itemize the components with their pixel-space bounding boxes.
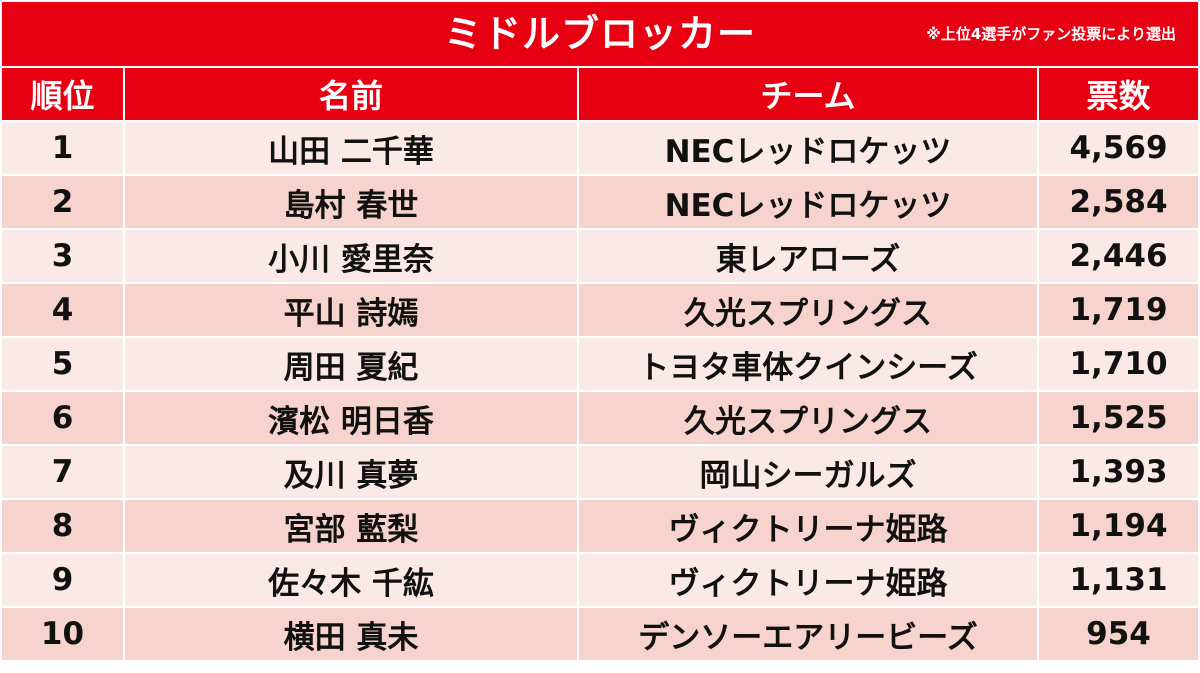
table-row: 6 濱松 明日香 久光スプリングス 1,525 bbox=[2, 391, 1198, 446]
rank-cell: 7 bbox=[2, 445, 125, 500]
header-rank: 順位 bbox=[2, 68, 125, 122]
table-row: 2 島村 春世 NECレッドロケッツ 2,584 bbox=[2, 175, 1198, 230]
team-cell: NECレッドロケッツ bbox=[578, 121, 1039, 176]
player-name-cell: 及川 真夢 bbox=[124, 445, 579, 500]
table-row: 10 横田 真未 デンソーエアリービーズ 954 bbox=[2, 607, 1198, 662]
table-row: 5 周田 夏紀 トヨタ車体クインシーズ 1,710 bbox=[2, 337, 1198, 392]
team-cell: デンソーエアリービーズ bbox=[578, 607, 1039, 662]
votes-cell: 1,393 bbox=[1038, 445, 1198, 500]
player-name-cell: 横田 真未 bbox=[124, 607, 579, 662]
votes-cell: 1,131 bbox=[1038, 553, 1198, 608]
player-name-cell: 小川 愛里奈 bbox=[124, 229, 579, 284]
player-name-cell: 島村 春世 bbox=[124, 175, 579, 230]
team-cell: 岡山シーガルズ bbox=[578, 445, 1039, 500]
team-cell: トヨタ車体クインシーズ bbox=[578, 337, 1039, 392]
player-name-cell: 平山 詩嫣 bbox=[124, 283, 579, 338]
rank-cell: 3 bbox=[2, 229, 125, 284]
ranking-table: 順位 名前 チーム 票数 1 山田 二千華 NECレッドロケッツ 4,569 2… bbox=[2, 68, 1198, 662]
ranking-board: ミドルブロッカー ※上位4選手がファン投票により選出 順位 名前 チーム 票数 … bbox=[2, 2, 1198, 662]
player-name-cell: 佐々木 千紘 bbox=[124, 553, 579, 608]
header-votes: 票数 bbox=[1038, 68, 1198, 122]
rank-cell: 4 bbox=[2, 283, 125, 338]
header-team: チーム bbox=[578, 68, 1039, 122]
rank-cell: 5 bbox=[2, 337, 125, 392]
table-row: 7 及川 真夢 岡山シーガルズ 1,393 bbox=[2, 445, 1198, 500]
player-name-cell: 宮部 藍梨 bbox=[124, 499, 579, 554]
player-name-cell: 山田 二千華 bbox=[124, 121, 579, 176]
page-title: ミドルブロッカー bbox=[443, 12, 756, 56]
table-row: 9 佐々木 千紘 ヴィクトリーナ姫路 1,131 bbox=[2, 553, 1198, 608]
votes-cell: 4,569 bbox=[1038, 121, 1198, 176]
votes-cell: 1,525 bbox=[1038, 391, 1198, 446]
votes-cell: 954 bbox=[1038, 607, 1198, 662]
votes-cell: 1,719 bbox=[1038, 283, 1198, 338]
votes-cell: 2,584 bbox=[1038, 175, 1198, 230]
header-row: 順位 名前 チーム 票数 bbox=[2, 68, 1198, 122]
rank-cell: 6 bbox=[2, 391, 125, 446]
table-body: 1 山田 二千華 NECレッドロケッツ 4,569 2 島村 春世 NECレッド… bbox=[2, 121, 1198, 662]
rank-cell: 9 bbox=[2, 553, 125, 608]
player-name-cell: 周田 夏紀 bbox=[124, 337, 579, 392]
team-cell: ヴィクトリーナ姫路 bbox=[578, 499, 1039, 554]
rank-cell: 8 bbox=[2, 499, 125, 554]
team-cell: NECレッドロケッツ bbox=[578, 175, 1039, 230]
team-cell: 東レアローズ bbox=[578, 229, 1039, 284]
votes-cell: 2,446 bbox=[1038, 229, 1198, 284]
selection-note: ※上位4選手がファン投票により選出 bbox=[926, 25, 1176, 43]
player-name-cell: 濱松 明日香 bbox=[124, 391, 579, 446]
team-cell: 久光スプリングス bbox=[578, 391, 1039, 446]
team-cell: ヴィクトリーナ姫路 bbox=[578, 553, 1039, 608]
rank-cell: 1 bbox=[2, 121, 125, 176]
table-row: 1 山田 二千華 NECレッドロケッツ 4,569 bbox=[2, 121, 1198, 176]
rank-cell: 10 bbox=[2, 607, 125, 662]
table-row: 4 平山 詩嫣 久光スプリングス 1,719 bbox=[2, 283, 1198, 338]
header-name: 名前 bbox=[124, 68, 579, 122]
table-row: 3 小川 愛里奈 東レアローズ 2,446 bbox=[2, 229, 1198, 284]
votes-cell: 1,194 bbox=[1038, 499, 1198, 554]
table-header: 順位 名前 チーム 票数 bbox=[2, 68, 1198, 122]
table-row: 8 宮部 藍梨 ヴィクトリーナ姫路 1,194 bbox=[2, 499, 1198, 554]
rank-cell: 2 bbox=[2, 175, 125, 230]
votes-cell: 1,710 bbox=[1038, 337, 1198, 392]
title-bar: ミドルブロッカー ※上位4選手がファン投票により選出 bbox=[2, 2, 1198, 68]
team-cell: 久光スプリングス bbox=[578, 283, 1039, 338]
